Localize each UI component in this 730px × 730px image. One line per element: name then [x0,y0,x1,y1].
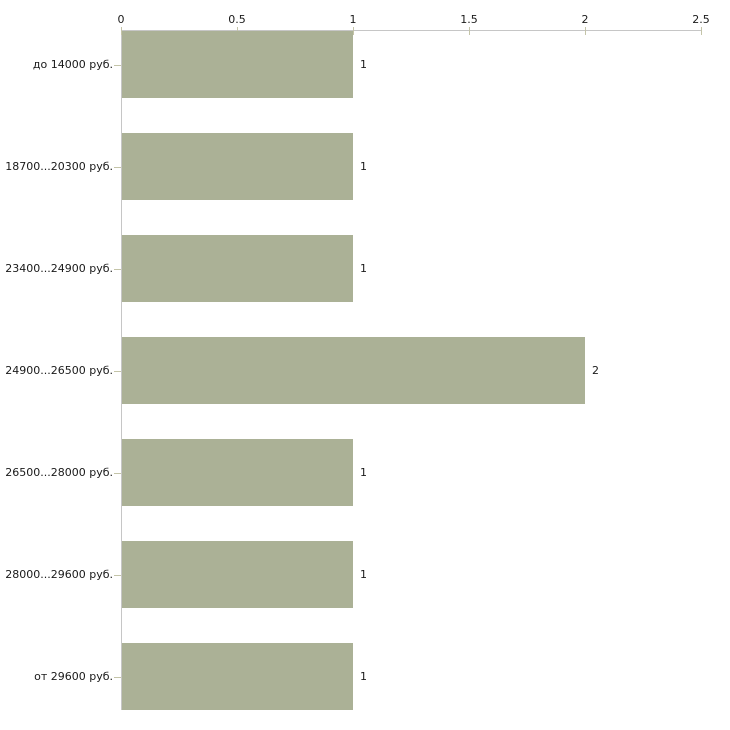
bar [122,541,353,608]
bar [122,235,353,302]
x-tick-mark [701,27,702,35]
x-tick-mark [469,27,470,35]
category-tick-mark [114,473,121,474]
x-tick-mark [353,27,354,35]
category-label: 23400...24900 руб. [5,262,113,275]
value-label: 1 [360,262,367,275]
category-label: 24900...26500 руб. [5,364,113,377]
category-label: 26500...28000 руб. [5,466,113,479]
x-tick-mark [121,27,122,35]
category-tick-mark [114,269,121,270]
x-tick-label: 1 [349,13,357,26]
bar [122,337,585,404]
x-tick-label: 1.5 [460,13,478,26]
category-tick-mark [114,65,121,66]
value-label: 1 [360,58,367,71]
bar [122,439,353,506]
category-label: 28000...29600 руб. [5,568,113,581]
category-label: 18700...20300 руб. [5,160,113,173]
x-tick-label: 2 [581,13,589,26]
x-tick-label: 0 [117,13,125,26]
category-label: от 29600 руб. [34,670,113,683]
x-tick-mark [585,27,586,35]
category-tick-mark [114,677,121,678]
value-label: 1 [360,568,367,581]
bar [122,643,353,710]
x-tick-label: 2.5 [692,13,710,26]
bar [122,133,353,200]
value-label: 1 [360,466,367,479]
category-tick-mark [114,575,121,576]
bar [122,31,353,98]
value-label: 1 [360,160,367,173]
y-axis-line [121,30,122,710]
x-tick-label: 0.5 [228,13,246,26]
category-tick-mark [114,167,121,168]
x-axis-line [121,30,702,31]
category-label: до 14000 руб. [32,58,113,71]
value-label: 1 [360,670,367,683]
category-tick-mark [114,371,121,372]
value-label: 2 [592,364,599,377]
